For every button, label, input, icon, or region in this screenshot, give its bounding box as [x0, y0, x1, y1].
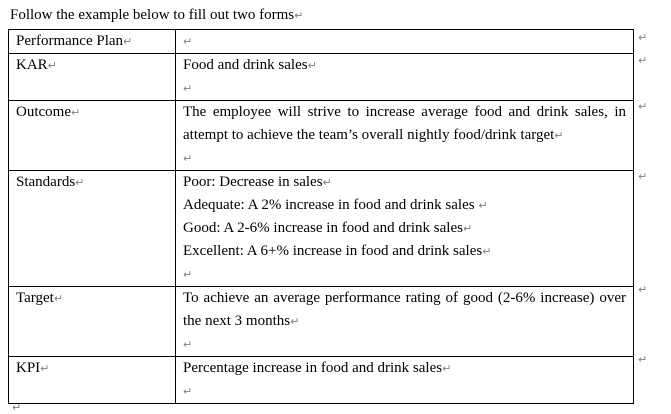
paragraph-mark: ↵ — [40, 362, 50, 375]
paragraph-mark: ↵ — [294, 9, 304, 22]
row-label-cell[interactable]: Target↵ — [8, 286, 176, 357]
performance-plan-table: Performance Plan↵ ↵ KAR↵ Food and drink … — [8, 29, 634, 404]
row-content-cell[interactable]: Percentage increase in food and drink sa… — [175, 356, 634, 404]
paragraph-mark: ↵ — [462, 222, 473, 235]
end-of-row-mark: ↵ — [638, 31, 648, 44]
paragraph-mark: ↵ — [12, 401, 22, 414]
row-label: Outcome — [16, 104, 71, 120]
cell-paragraph: ↵ — [183, 333, 626, 356]
paragraph-mark: ↵ — [290, 315, 300, 328]
paragraph-mark: ↵ — [322, 176, 332, 189]
row-label: Target — [16, 290, 54, 306]
cell-paragraph: ↵ — [183, 31, 626, 53]
cell-text: Good: A 2-6% increase in food and drink … — [183, 220, 463, 236]
cell-text: To achieve an average performance rating… — [183, 290, 626, 329]
table-row-performance-plan: Performance Plan↵ ↵ — [8, 29, 634, 54]
paragraph-mark: ↵ — [183, 152, 193, 165]
row-label-cell[interactable]: KAR↵ — [8, 53, 176, 101]
cell-paragraph: Good: A 2-6% increase in food and drink … — [183, 217, 626, 240]
cell-paragraph: Adequate: A 2% increase in food and drin… — [183, 194, 626, 217]
paragraph-mark: ↵ — [183, 268, 193, 281]
table-row-kpi: KPI↵ Percentage increase in food and dri… — [8, 356, 634, 404]
paragraph-mark: ↵ — [70, 106, 81, 119]
row-label-cell[interactable]: Standards↵ — [8, 170, 176, 287]
end-of-row-mark: ↵ — [638, 170, 648, 183]
row-label: Standards — [16, 174, 76, 190]
intro-paragraph[interactable]: Follow the example below to fill out two… — [10, 4, 303, 27]
paragraph-mark: ↵ — [123, 35, 133, 48]
cell-text: Poor: Decrease in sales — [183, 174, 323, 190]
end-of-row-mark: ↵ — [638, 54, 648, 67]
cell-paragraph: ↵ — [183, 147, 626, 170]
paragraph-mark: ↵ — [478, 199, 488, 212]
paragraph-mark: ↵ — [183, 338, 193, 351]
end-of-row-mark: ↵ — [638, 283, 648, 296]
table-row-outcome: Outcome↵ The employee will strive to inc… — [8, 100, 634, 171]
row-label: KAR — [16, 57, 48, 73]
table-row-kar: KAR↵ Food and drink sales↵ ↵ — [8, 53, 634, 101]
row-content-cell[interactable]: To achieve an average performance rating… — [175, 286, 634, 357]
cell-paragraph: ↵ — [183, 380, 626, 403]
cell-paragraph: Excellent: A 6+% increase in food and dr… — [183, 240, 626, 263]
row-label-cell[interactable]: Performance Plan↵ — [8, 29, 176, 54]
table-row-standards: Standards↵ Poor: Decrease in sales↵ Adeq… — [8, 170, 634, 287]
cell-text: Percentage increase in food and drink sa… — [183, 360, 443, 376]
row-content-cell[interactable]: Poor: Decrease in sales↵ Adequate: A 2% … — [175, 170, 634, 287]
cell-paragraph: ↵ — [183, 77, 626, 100]
cell-text: The employee will strive to increase ave… — [183, 104, 626, 143]
row-label-cell[interactable]: KPI↵ — [8, 356, 176, 404]
row-label: KPI — [16, 360, 41, 376]
cell-paragraph: Poor: Decrease in sales↵ — [183, 172, 626, 195]
paragraph-mark: ↵ — [47, 59, 57, 72]
paragraph-mark: ↵ — [183, 35, 193, 48]
cell-paragraph: The employee will strive to increase ave… — [183, 102, 626, 148]
cell-paragraph: Percentage increase in food and drink sa… — [183, 358, 626, 381]
row-label-cell[interactable]: Outcome↵ — [8, 100, 176, 171]
row-label: Performance Plan — [16, 33, 124, 49]
end-of-row-mark: ↵ — [638, 100, 648, 113]
cell-paragraph: To achieve an average performance rating… — [183, 288, 626, 334]
row-content-cell[interactable]: The employee will strive to increase ave… — [175, 100, 634, 171]
cell-text: Excellent: A 6+% increase in food and dr… — [183, 243, 483, 259]
paragraph-mark: ↵ — [53, 292, 64, 305]
cell-text: Food and drink sales — [183, 57, 308, 73]
paragraph-mark: ↵ — [482, 245, 492, 258]
cell-paragraph: Food and drink sales↵ — [183, 55, 626, 78]
paragraph-mark: ↵ — [75, 176, 85, 189]
row-content-cell[interactable]: Food and drink sales↵ ↵ — [175, 53, 634, 101]
paragraph-mark: ↵ — [183, 82, 193, 95]
table-row-target: Target↵ To achieve an average performanc… — [8, 286, 634, 357]
paragraph-mark: ↵ — [307, 59, 317, 72]
intro-text: Follow the example below to fill out two… — [10, 7, 295, 23]
paragraph-mark: ↵ — [183, 385, 193, 398]
cell-paragraph: ↵ — [183, 263, 626, 286]
cell-text: Adequate: A 2% increase in food and drin… — [183, 197, 479, 213]
end-of-row-mark: ↵ — [638, 353, 648, 366]
paragraph-mark: ↵ — [442, 362, 452, 375]
row-content-cell[interactable]: ↵ — [175, 29, 634, 54]
paragraph-mark: ↵ — [554, 129, 564, 142]
